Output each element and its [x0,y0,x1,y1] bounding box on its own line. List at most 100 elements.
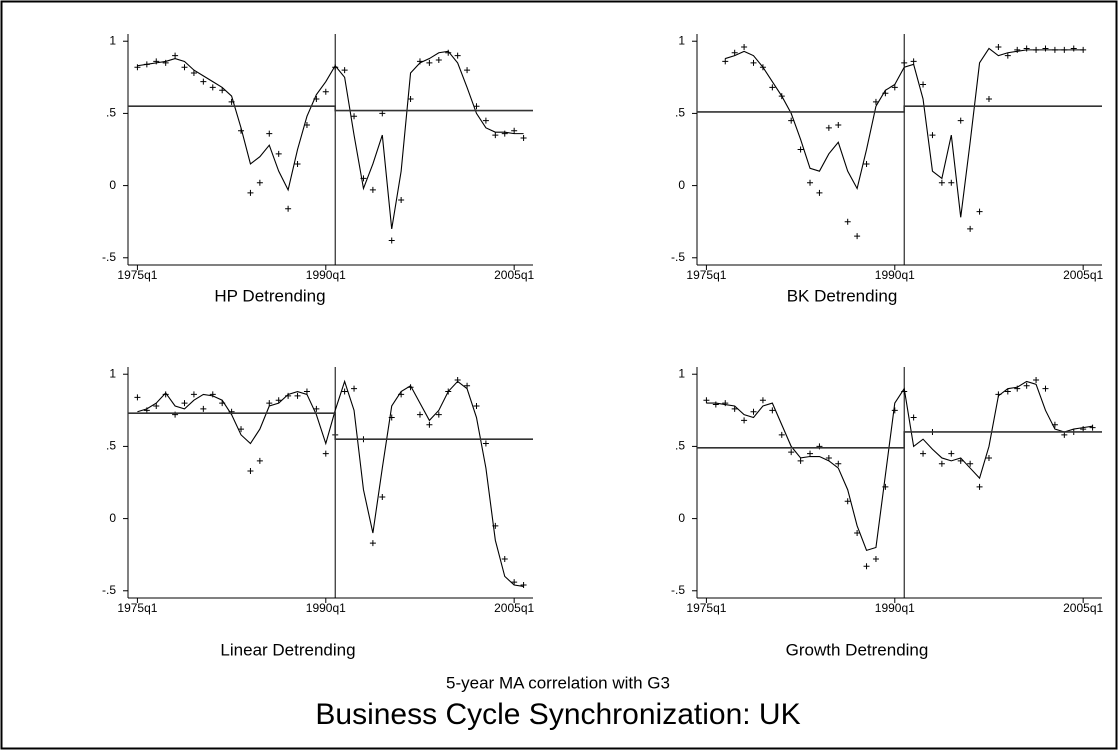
point [294,160,301,167]
point [341,388,348,395]
point [1004,388,1011,395]
smooth-line [137,50,524,229]
point [722,400,729,407]
x-tick-label: 2005q1 [1063,268,1103,282]
point [501,556,508,563]
x-tick-label: 1990q1 [306,268,346,282]
point [703,397,710,404]
point [731,49,738,56]
point [1042,385,1049,392]
point [816,189,823,196]
point [379,493,386,500]
point [153,402,160,409]
point [769,407,776,414]
point [238,426,245,433]
point [872,556,879,563]
point [341,67,348,74]
point [501,130,508,137]
point [351,385,358,392]
point [967,225,974,232]
point [712,401,719,408]
point [938,179,945,186]
point [492,132,499,139]
point [948,450,955,457]
point [1033,376,1040,383]
point [1042,45,1049,52]
y-tick-label: 0 [109,511,116,525]
panel-title: HP Detrending [214,286,325,305]
point [948,179,955,186]
point [172,52,179,59]
point [741,43,748,50]
point [181,400,188,407]
smooth-line [706,380,1093,552]
point [275,150,282,157]
y-tick-label: 0 [678,511,685,525]
x-tick-label: 1990q1 [306,601,346,615]
y-tick-label: .5 [106,106,116,120]
x-tick-label: 1975q1 [686,601,726,615]
point [788,117,795,124]
point [825,454,832,461]
point [863,563,870,570]
point [511,127,518,134]
point [797,146,804,153]
point [473,402,480,409]
x-tick-label: 1975q1 [117,601,157,615]
point [835,121,842,128]
point [285,205,292,212]
point [209,84,216,91]
y-tick-label: -.5 [671,250,685,264]
point [294,392,301,399]
caption: 5-year MA correlation with G3 [446,673,670,692]
point [256,179,263,186]
point [891,84,898,91]
point [1004,52,1011,59]
x-tick-label: 1975q1 [117,268,157,282]
point [482,117,489,124]
point [181,64,188,71]
y-tick-label: 1 [678,33,685,47]
point [910,414,917,421]
y-tick-label: 1 [109,33,116,47]
x-tick-label: 2005q1 [1063,601,1103,615]
point [247,189,254,196]
mean-line [697,431,1102,449]
point [426,421,433,428]
point [778,431,785,438]
x-tick-label: 2005q1 [494,268,534,282]
point [247,467,254,474]
point [797,457,804,464]
point [426,59,433,66]
point [219,87,226,94]
y-tick-label: -.5 [102,583,116,597]
point [473,103,480,110]
y-tick-label: .5 [675,439,685,453]
point [435,411,442,418]
point [750,59,757,66]
point [920,450,927,457]
point [844,498,851,505]
point [995,43,1002,50]
point [985,95,992,102]
point [910,58,917,65]
point [1023,382,1030,389]
point [769,84,776,91]
point [351,113,358,120]
point [1080,426,1087,433]
point [901,59,908,66]
point [741,417,748,424]
point [190,69,197,76]
point [920,81,927,88]
panel-title: Linear Detrending [220,640,355,659]
point [731,405,738,412]
y-tick-label: 1 [678,366,685,380]
y-tick-label: .5 [106,439,116,453]
point [369,186,376,193]
mean-line [697,105,1102,113]
point [1061,431,1068,438]
mean-line [128,412,533,440]
point [464,67,471,74]
figure-title: Business Cycle Synchronization: UK [315,698,800,731]
point [976,483,983,490]
